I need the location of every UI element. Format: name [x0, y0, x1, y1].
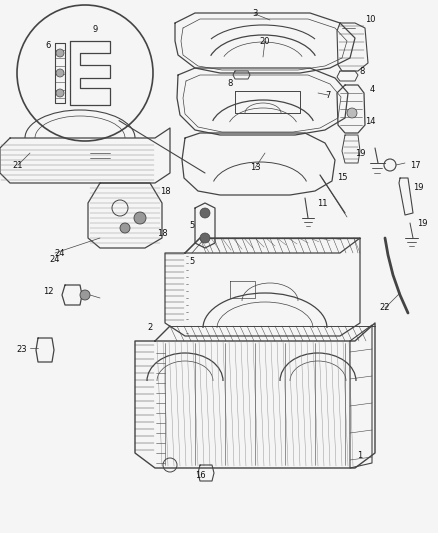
Text: 18: 18: [160, 187, 170, 196]
Text: 19: 19: [413, 183, 423, 192]
Text: 20: 20: [260, 36, 270, 45]
Text: 4: 4: [369, 85, 374, 93]
Text: 24: 24: [50, 255, 60, 264]
Circle shape: [56, 69, 64, 77]
Text: 13: 13: [250, 164, 260, 173]
Circle shape: [80, 290, 90, 300]
Text: 14: 14: [365, 117, 375, 125]
Text: 16: 16: [194, 471, 205, 480]
Text: 9: 9: [92, 26, 98, 35]
Circle shape: [347, 108, 357, 118]
Text: 2: 2: [147, 324, 152, 333]
Text: 5: 5: [189, 221, 194, 230]
Text: 18: 18: [157, 229, 167, 238]
Circle shape: [200, 233, 210, 243]
Text: 1: 1: [357, 450, 363, 459]
Text: 24: 24: [55, 248, 65, 257]
Text: 3: 3: [252, 10, 258, 19]
Text: 22: 22: [380, 303, 390, 312]
Text: 23: 23: [17, 345, 27, 354]
Text: 5: 5: [189, 256, 194, 265]
Text: 8: 8: [359, 68, 365, 77]
Circle shape: [120, 223, 130, 233]
Text: 8: 8: [227, 78, 233, 87]
Text: 7: 7: [325, 91, 331, 100]
Text: 17: 17: [410, 160, 420, 169]
Text: 21: 21: [13, 160, 23, 169]
Circle shape: [56, 49, 64, 57]
Text: 6: 6: [45, 41, 51, 50]
Text: 19: 19: [417, 219, 427, 228]
Text: 15: 15: [337, 174, 347, 182]
Circle shape: [200, 208, 210, 218]
Text: 12: 12: [43, 287, 53, 295]
Text: 11: 11: [317, 198, 327, 207]
Text: 19: 19: [355, 149, 365, 157]
Circle shape: [134, 212, 146, 224]
Circle shape: [56, 89, 64, 97]
Text: 10: 10: [365, 14, 375, 23]
